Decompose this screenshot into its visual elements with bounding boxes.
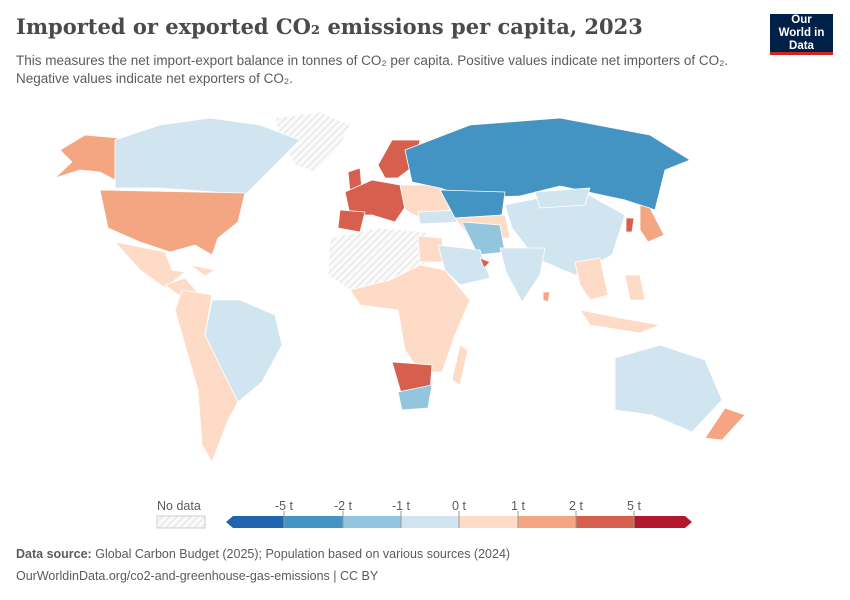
- legend-bin[interactable]: [343, 516, 401, 528]
- legend-bin[interactable]: [576, 516, 634, 528]
- legend-tick-label: -2 t: [334, 499, 353, 513]
- country-new-zealand[interactable]: [704, 407, 746, 441]
- legend-bin[interactable]: [634, 516, 692, 528]
- country-korea[interactable]: [625, 217, 635, 233]
- source-url-link[interactable]: OurWorldinData.org/co2-and-greenhouse-ga…: [16, 569, 379, 583]
- legend-bin[interactable]: [226, 516, 284, 528]
- country-africa-central[interactable]: [349, 264, 471, 373]
- page-title: Imported or exported CO₂ emissions per c…: [16, 14, 643, 39]
- country-canada[interactable]: [114, 117, 301, 196]
- legend-tick-label: -5 t: [275, 499, 294, 513]
- country-uae[interactable]: [479, 257, 491, 269]
- country-arabia[interactable]: [437, 244, 491, 286]
- owid-logo[interactable]: Our World in Data: [770, 14, 833, 55]
- legend-tick-label: -1 t: [392, 499, 411, 513]
- world-map[interactable]: [0, 100, 850, 490]
- country-madagascar[interactable]: [451, 344, 469, 386]
- country-south-america-west[interactable]: [174, 289, 239, 463]
- country-alaska[interactable]: [54, 134, 119, 181]
- subtitle: This measures the net import-export bala…: [16, 53, 729, 86]
- legend-bin[interactable]: [401, 516, 459, 528]
- source-text: Global Carbon Budget (2025); Population …: [95, 547, 511, 561]
- legend-bin[interactable]: [459, 516, 518, 528]
- legend-bin[interactable]: [518, 516, 576, 528]
- data-source: Data source: Global Carbon Budget (2025)…: [16, 547, 510, 561]
- source-label: Data source:: [16, 547, 92, 561]
- country-mexico[interactable]: [114, 241, 186, 289]
- legend-tick-label: 2 t: [569, 499, 583, 513]
- country-south-africa[interactable]: [397, 384, 433, 411]
- country-sri-lanka[interactable]: [542, 291, 551, 303]
- country-mongolia[interactable]: [534, 187, 591, 209]
- legend-no-data-label: No data: [157, 499, 201, 513]
- country-indonesia[interactable]: [579, 309, 661, 334]
- country-se-asia[interactable]: [574, 257, 609, 301]
- legend: -5 t -2 t -1 t 0 t 1 t 2 t 5 t: [156, 499, 692, 529]
- legend-tick-label: 1 t: [511, 499, 525, 513]
- legend-tick-label: 5 t: [627, 499, 641, 513]
- country-philippines[interactable]: [624, 274, 646, 301]
- country-india[interactable]: [499, 247, 546, 303]
- logo-text: Our World in Data: [778, 13, 825, 52]
- legend-bin[interactable]: [284, 516, 343, 528]
- legend-no-data-swatch: [156, 515, 206, 529]
- country-usa[interactable]: [99, 189, 246, 256]
- country-japan[interactable]: [639, 204, 665, 243]
- country-australia[interactable]: [614, 344, 723, 433]
- country-iberia[interactable]: [337, 209, 366, 233]
- country-caribbean[interactable]: [189, 264, 216, 277]
- legend-tick-label: 0 t: [452, 499, 466, 513]
